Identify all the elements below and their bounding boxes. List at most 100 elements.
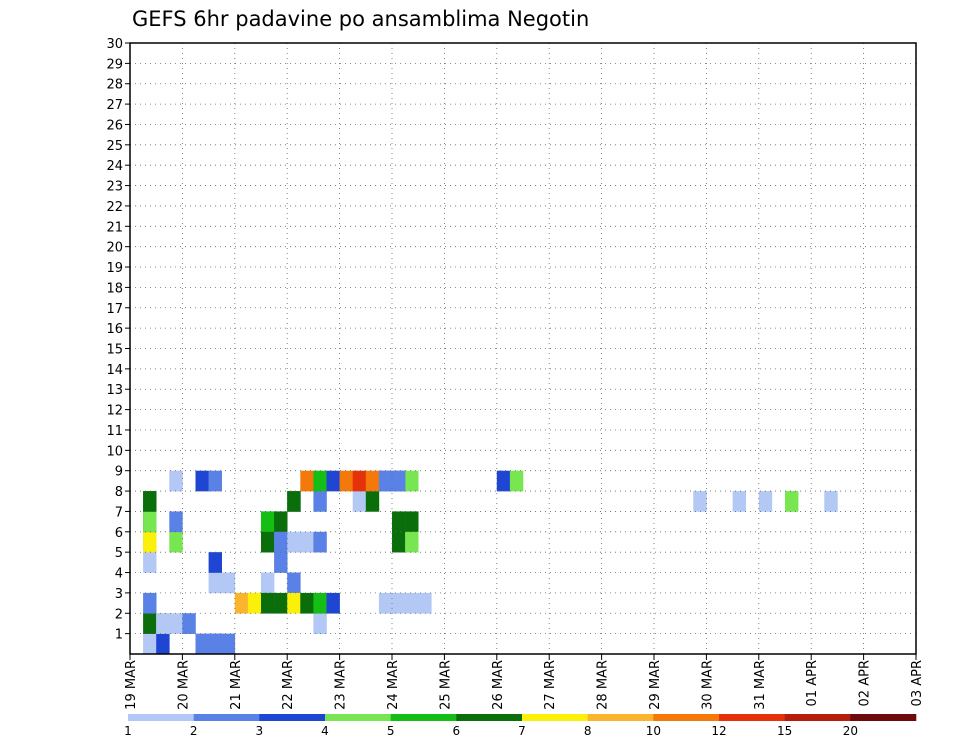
- heat-cell: [274, 592, 288, 614]
- heat-cell: [261, 592, 275, 614]
- heat-cell: [405, 531, 419, 553]
- heat-cell: [313, 592, 327, 614]
- heat-cell: [143, 633, 157, 655]
- heat-cell: [143, 511, 157, 533]
- heat-cell: [182, 613, 196, 634]
- x-tick-label: 31 MAR: [753, 660, 768, 710]
- heat-cell: [143, 613, 157, 634]
- y-tick-label: 10: [106, 444, 123, 459]
- y-tick-label: 13: [106, 383, 123, 398]
- colorbar-label: 20: [843, 724, 858, 738]
- colorbar-label: 8: [584, 724, 592, 738]
- y-tick-label: 17: [106, 302, 123, 317]
- heat-cell: [208, 572, 222, 594]
- x-tick-label: 01 APR: [805, 660, 820, 706]
- heat-cell: [352, 491, 367, 512]
- heat-cell: [156, 613, 170, 634]
- heat-cell: [392, 511, 406, 533]
- x-axis: 19 MAR 20 MAR 21 MAR 22 MAR 23 MAR 24 MAR 25 M…: [124, 654, 925, 710]
- colorbar-swatch: [522, 714, 588, 721]
- heat-cell: [392, 592, 406, 614]
- x-tick-label: 19 MAR: [124, 660, 139, 710]
- heat-cell: [169, 470, 183, 492]
- colorbar-label: 3: [256, 724, 264, 738]
- y-tick-label: 27: [106, 98, 123, 113]
- colorbar-swatch: [390, 714, 457, 721]
- heat-cell: [300, 592, 314, 614]
- colorbar: 1 2 3 4 5 6 7 8 10 12 15 20: [124, 714, 917, 738]
- heat-cell: [300, 470, 314, 492]
- heat-cell: [143, 531, 157, 553]
- y-tick-label: 28: [106, 78, 123, 93]
- heat-cell: [405, 470, 419, 492]
- heat-cell: [824, 491, 838, 512]
- heat-cell: [195, 633, 209, 655]
- y-tick-label: 19: [106, 261, 123, 276]
- x-tick-label: 23 MAR: [334, 660, 349, 710]
- y-tick-label: 3: [115, 587, 123, 602]
- y-tick-label: 14: [106, 363, 123, 378]
- colorbar-swatch: [193, 714, 260, 721]
- heat-cell: [274, 531, 288, 553]
- colorbar-swatch: [259, 714, 326, 721]
- heat-cell: [509, 470, 524, 492]
- heat-cell: [247, 592, 262, 614]
- heat-cell: [496, 470, 511, 492]
- heat-cell: [313, 470, 327, 492]
- heat-cell: [156, 633, 170, 655]
- heat-cell: [287, 572, 301, 594]
- heat-cell: [339, 470, 353, 492]
- y-tick-label: 18: [106, 281, 123, 296]
- heat-cell: [221, 633, 236, 655]
- y-tick-label: 21: [106, 220, 123, 235]
- heat-cell: [169, 511, 183, 533]
- y-tick-label: 29: [106, 57, 123, 72]
- colorbar-swatch: [784, 714, 851, 721]
- heat-cell: [365, 491, 380, 512]
- colorbar-label: 4: [321, 724, 329, 738]
- heat-cell: [732, 491, 746, 512]
- heat-cell: [221, 572, 236, 594]
- y-tick-label: 25: [106, 139, 123, 154]
- heat-cell: [287, 531, 301, 553]
- heat-cell: [195, 470, 209, 492]
- x-tick-label: 22 MAR: [281, 660, 296, 710]
- colorbar-label: 6: [453, 724, 461, 738]
- x-tick-label: 03 APR: [910, 660, 925, 706]
- heat-cell: [405, 511, 419, 533]
- y-tick-label: 1: [115, 628, 123, 643]
- colorbar-label: 2: [190, 724, 198, 738]
- y-tick-label: 24: [106, 159, 123, 174]
- heat-cell: [234, 592, 249, 614]
- y-tick-label: 9: [115, 465, 123, 480]
- y-tick-label: 6: [115, 526, 123, 541]
- x-tick-label: 28 MAR: [596, 660, 611, 710]
- colorbar-label: 1: [124, 724, 132, 738]
- grid-layer: [130, 42, 917, 654]
- plot-frame: [129, 42, 917, 655]
- heat-cell: [313, 531, 327, 553]
- heat-cell: [378, 592, 393, 614]
- x-tick-label: 20 MAR: [176, 660, 191, 710]
- colorbar-swatch: [128, 714, 194, 721]
- cells-layer: [143, 470, 838, 655]
- x-tick-label: 02 APR: [858, 660, 873, 706]
- heat-cell: [169, 531, 183, 553]
- x-tick-label: 25 MAR: [438, 660, 453, 710]
- heat-cell: [143, 552, 157, 573]
- chart-title: GEFS 6hr padavine po ansamblima Negotin: [132, 7, 589, 31]
- colorbar-swatch: [587, 714, 654, 721]
- y-tick-label: 12: [106, 404, 123, 419]
- heat-cell: [287, 592, 301, 614]
- y-tick-label: 2: [115, 607, 123, 622]
- y-tick-label: 26: [106, 118, 123, 133]
- x-tick-label: 29 MAR: [648, 660, 663, 710]
- colorbar-label: 10: [646, 724, 661, 738]
- heat-cell: [313, 613, 327, 634]
- x-tick-label: 27 MAR: [543, 660, 558, 710]
- heat-cell: [261, 511, 275, 533]
- heat-cell: [418, 592, 432, 614]
- heat-cell: [169, 613, 183, 634]
- heat-cell: [758, 491, 773, 512]
